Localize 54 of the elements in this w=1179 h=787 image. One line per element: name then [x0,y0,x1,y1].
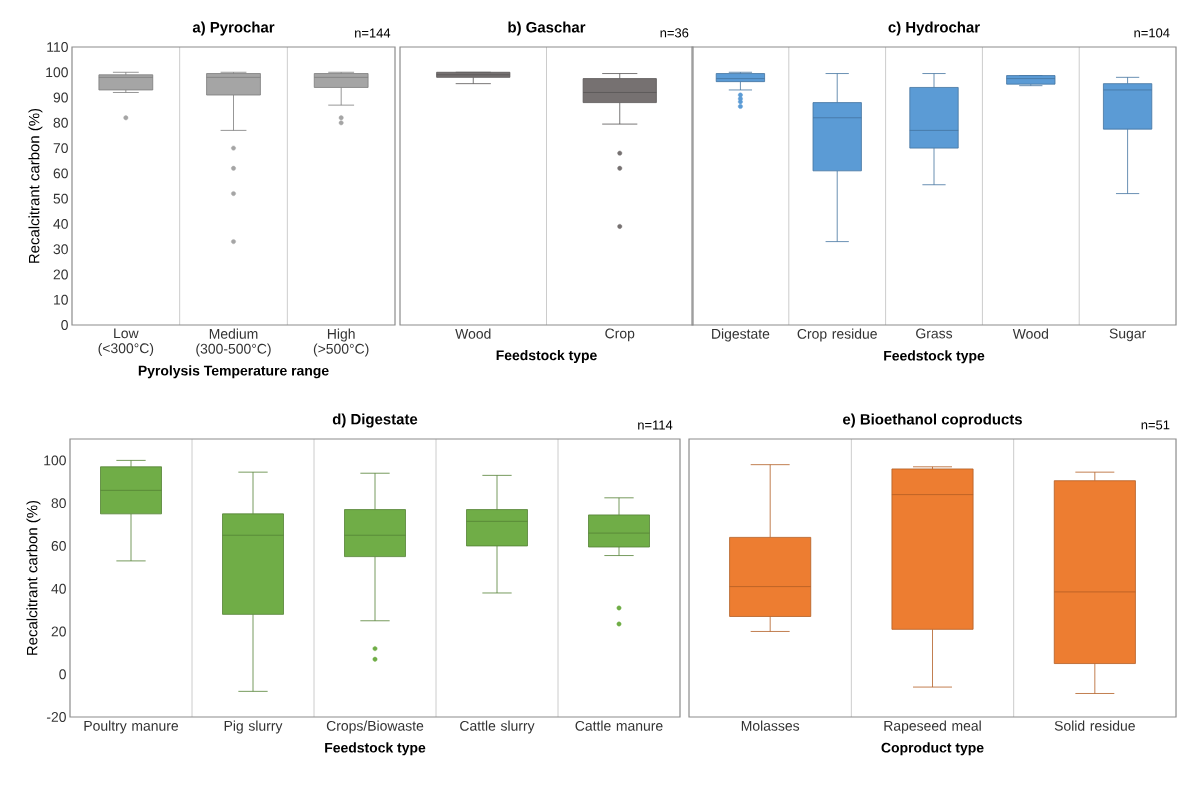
chart-title: b) Gaschar [508,21,586,36]
x-tick-label: Cattle slurry [460,720,535,734]
y-tick-label: 40 [53,218,68,229]
chart-title: e) Bioethanol coproducts [843,413,1022,428]
x-tick-label: Cattle manure [575,720,663,731]
x-axis-title: Feedstock type [884,350,985,364]
x-tick-label: Molasses [741,720,800,731]
y-tick-label: 40 [51,583,66,594]
x-tick-label: Crop [605,328,635,342]
text: n=51 [1141,420,1170,430]
x-tick-label: Low (<300°C) [98,328,154,356]
y-axis-title: Recalcitrant carbon (%) [28,108,43,263]
x-tick-label: Digestate [712,328,770,342]
x-axis-title: Feedstock type [325,742,426,756]
y-tick-label: 80 [53,117,68,128]
x-tick-label: Pig slurry [224,720,283,734]
y-tick-label: 100 [44,455,66,466]
x-tick-label: Rapeseed meal [884,720,981,734]
y-tick-label: 20 [51,626,66,637]
y-axis-title: Recalcitrant carbon (%) [26,500,41,655]
y-tick-label: 110 [47,42,68,52]
chart-title: c) Hydrochar [888,21,980,36]
chart-title: d) Digestate [332,413,418,428]
x-axis-title: Coproduct type [881,742,984,756]
y-tick-label: 90 [53,92,68,103]
y-tick-label: 0 [59,669,66,680]
y-tick-label: 100 [46,67,68,78]
x-tick-label: Solid residue [1054,720,1135,731]
text: n=36 [660,28,689,38]
x-axis-title: Pyrolysis Temperature range [138,365,329,379]
y-tick-label: 60 [53,168,68,179]
y-tick-label: 60 [51,540,66,551]
y-tick-label: 0 [61,320,68,330]
x-tick-label: Poultry manure [84,720,179,734]
x-axis-title: Feedstock type [496,349,597,363]
text: n=104 [1134,28,1170,38]
y-tick-label: 30 [53,244,68,255]
x-tick-label: High (>500°C) [313,328,369,357]
y-tick-label: 20 [53,269,68,280]
x-tick-label: Wood [1012,328,1048,339]
y-tick-label: 70 [53,143,68,154]
x-tick-label: Grass [916,328,953,339]
x-tick-label: Sugar [1109,328,1146,342]
chart-title: a) Pyrochar [192,21,275,36]
x-tick-label: Medium (300-500°C) [196,328,271,357]
y-tick-label: 80 [51,498,66,509]
x-tick-label: Crops/Biowaste [326,720,424,734]
x-tick-label: Crop residue [797,328,877,342]
text: n=144 [355,28,391,38]
y-tick-label: -20 [46,712,66,722]
x-tick-label: Wood [455,328,491,339]
text: n=114 [638,420,673,430]
y-tick-label: 50 [53,193,68,204]
y-tick-label: 10 [54,294,68,305]
